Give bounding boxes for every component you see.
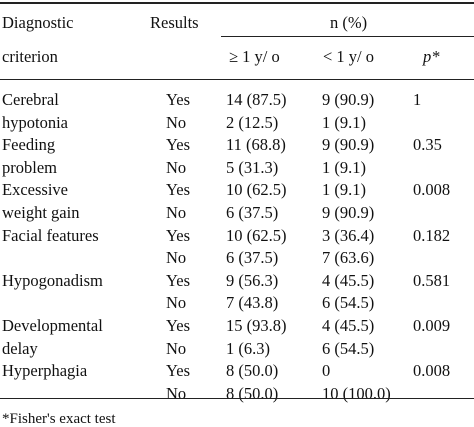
row-criterion: Hypogonadism <box>2 271 103 290</box>
subheader-rule <box>221 36 474 37</box>
header-lt1: < 1 y/ o <box>323 47 375 66</box>
row-result: Yes <box>166 135 191 154</box>
header-rule <box>0 79 474 80</box>
row-p-value: 0.009 <box>413 316 451 335</box>
row-ge1-value: 8 (50.0) <box>226 384 279 403</box>
row-lt1-value: 9 (90.9) <box>322 90 375 109</box>
row-criterion: Facial features <box>2 226 99 245</box>
row-result: No <box>166 158 187 177</box>
row-ge1-value: 10 (62.5) <box>226 226 287 245</box>
header-results: Results <box>150 13 199 32</box>
top-rule <box>0 2 474 4</box>
row-ge1-value: 9 (56.3) <box>226 271 279 290</box>
row-lt1-value: 6 (54.5) <box>322 339 375 358</box>
header-n-percent: n (%) <box>330 13 368 32</box>
row-result: Yes <box>166 271 191 290</box>
row-ge1-value: 1 (6.3) <box>226 339 270 358</box>
row-result: No <box>166 248 187 267</box>
row-ge1-value: 6 (37.5) <box>226 203 279 222</box>
row-criterion: problem <box>2 158 57 177</box>
row-criterion: Hyperphagia <box>2 361 88 380</box>
row-ge1-value: 15 (93.8) <box>226 316 287 335</box>
row-p-value: 1 <box>413 90 422 109</box>
row-criterion: weight gain <box>2 203 80 222</box>
row-result: Yes <box>166 361 191 380</box>
row-ge1-value: 6 (37.5) <box>226 248 279 267</box>
row-criterion: Developmental <box>2 316 103 335</box>
row-lt1-value: 1 (9.1) <box>322 180 366 199</box>
row-result: Yes <box>166 316 191 335</box>
row-p-value: 0.008 <box>413 361 451 380</box>
row-result: Yes <box>166 90 191 109</box>
row-ge1-value: 10 (62.5) <box>226 180 287 199</box>
row-ge1-value: 5 (31.3) <box>226 158 279 177</box>
row-ge1-value: 2 (12.5) <box>226 113 279 132</box>
header-diagnostic: Diagnostic <box>2 13 74 32</box>
row-result: Yes <box>166 180 191 199</box>
row-lt1-value: 7 (63.6) <box>322 248 375 267</box>
row-lt1-value: 10 (100.0) <box>322 384 391 403</box>
row-lt1-value: 9 (90.9) <box>322 203 375 222</box>
row-p-value: 0.581 <box>413 271 451 290</box>
row-result: No <box>166 293 187 312</box>
row-lt1-value: 1 (9.1) <box>322 113 366 132</box>
row-ge1-value: 11 (68.8) <box>226 135 286 154</box>
header-ge1: ≥ 1 y/ o <box>229 47 280 66</box>
row-ge1-value: 14 (87.5) <box>226 90 287 109</box>
row-lt1-value: 3 (36.4) <box>322 226 375 245</box>
bottom-rule <box>0 398 474 399</box>
row-lt1-value: 0 <box>322 361 331 380</box>
row-result: Yes <box>166 226 191 245</box>
row-result: No <box>166 384 187 403</box>
row-p-value: 0.008 <box>413 180 451 199</box>
row-criterion: delay <box>2 339 38 358</box>
row-lt1-value: 4 (45.5) <box>322 316 375 335</box>
row-lt1-value: 4 (45.5) <box>322 271 375 290</box>
row-lt1-value: 1 (9.1) <box>322 158 366 177</box>
row-result: No <box>166 339 187 358</box>
row-ge1-value: 8 (50.0) <box>226 361 279 380</box>
row-p-value: 0.35 <box>413 135 442 154</box>
row-ge1-value: 7 (43.8) <box>226 293 279 312</box>
row-result: No <box>166 203 187 222</box>
footnote: *Fisher's exact test <box>2 411 116 427</box>
header-p-value: p* <box>423 47 440 66</box>
row-result: No <box>166 113 187 132</box>
row-p-value: 0.182 <box>413 226 451 245</box>
row-lt1-value: 6 (54.5) <box>322 293 375 312</box>
row-lt1-value: 9 (90.9) <box>322 135 375 154</box>
row-criterion: hypotonia <box>2 113 68 132</box>
row-criterion: Cerebral <box>2 90 59 109</box>
header-criterion: criterion <box>2 47 58 66</box>
row-criterion: Excessive <box>2 180 68 199</box>
row-criterion: Feeding <box>2 135 56 154</box>
